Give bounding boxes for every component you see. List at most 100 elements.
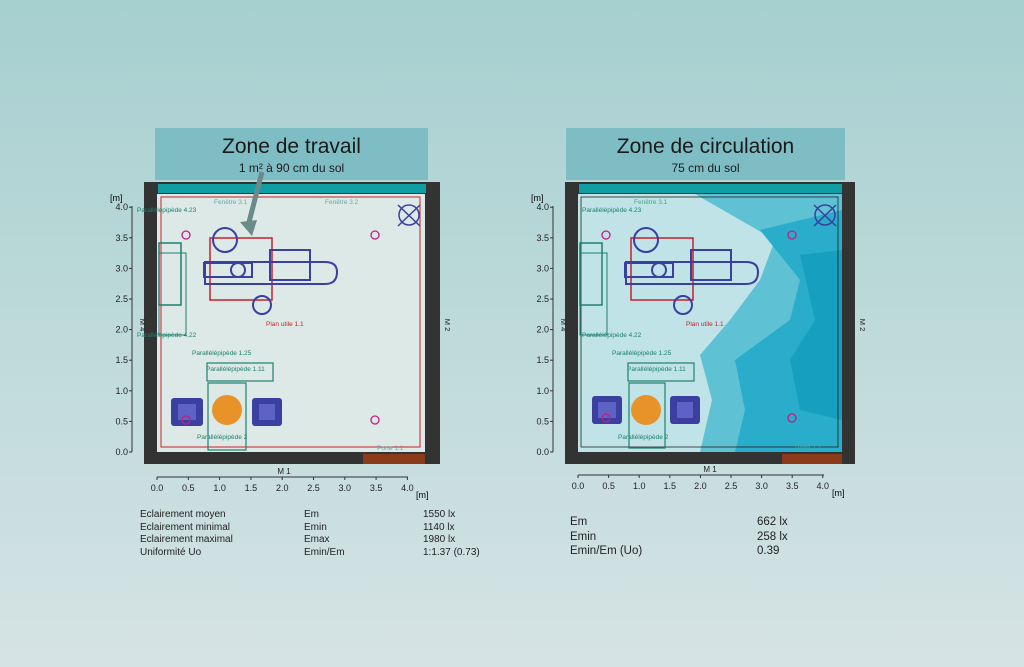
- right-screen: [624, 262, 674, 278]
- right-luminaire-3: [601, 413, 611, 423]
- left-luminaire-2: [370, 230, 380, 240]
- right-x-tick-label: 1.5: [664, 481, 677, 491]
- right-x-tick-label: 0.0: [572, 481, 585, 491]
- right-y-tick-label: 1.5: [536, 355, 549, 365]
- left-stats-row: Uniformité Uo Emin/Em 1:1.37 (0.73): [140, 547, 500, 560]
- left-y-tick-label: 1.0: [115, 386, 128, 396]
- left-y-tick-label: 0.5: [115, 416, 128, 426]
- right-wall-bottom-label: M 1: [703, 465, 717, 474]
- left-useful-plane: [209, 237, 273, 301]
- right-luminaire-2: [787, 230, 797, 240]
- left-y-tick-label: 4.0: [115, 202, 128, 212]
- right-plant-top: [813, 204, 837, 227]
- left-plant-top: [397, 204, 421, 227]
- left-subtitle: 1 m² à 90 cm du sol: [238, 161, 345, 175]
- right-seat-inner-1: [598, 402, 616, 418]
- right-stat-value: 0.39: [757, 545, 780, 557]
- left-stat-value: 1:1.37 (0.73): [423, 546, 480, 558]
- right-wall-left-label: M 4: [559, 319, 568, 332]
- right-y-tick-label: 2.5: [536, 294, 549, 304]
- right-x-tick-label: 1.0: [633, 481, 646, 491]
- right-stat-sym: Emin: [570, 530, 597, 543]
- right-luminaire-4: [787, 413, 797, 423]
- left-door: [363, 454, 425, 464]
- right-x-tick-label: 4.0: [817, 481, 830, 491]
- left-table-4: [207, 382, 247, 451]
- left-stat-value: 1550 lx: [423, 509, 456, 520]
- left-screen: [203, 262, 253, 278]
- left-seating: [171, 398, 282, 426]
- right-workstation: [625, 227, 760, 315]
- right-label-box-2: Parallélépipède 2: [618, 434, 669, 441]
- right-stat-sym: Emin/Em (Uo): [570, 545, 643, 557]
- left-x-tick-label: 2.5: [307, 483, 320, 493]
- right-x-tick-label: 2.5: [725, 481, 738, 491]
- right-seat-inner-2: [677, 402, 693, 418]
- left-label-useful-plane: Plan utile 1.1: [266, 321, 304, 328]
- right-x-tick-label: 2.0: [694, 481, 707, 491]
- right-plan-labels: Parallélépipède 4.23 Parallélépipède 4.2…: [582, 199, 822, 452]
- left-stats-row: Eclairement maximal Emax 1980 lx: [140, 534, 500, 547]
- left-label-box-1-11: Parallélépipède 1.11: [206, 366, 265, 373]
- left-table-1: [158, 242, 182, 306]
- left-seat-inner-1: [178, 404, 196, 420]
- left-y-tick-label: 2.5: [115, 294, 128, 304]
- right-table-2: [579, 252, 608, 336]
- right-x-tick-label: 3.5: [786, 481, 799, 491]
- left-stat-sym: Emax: [304, 534, 330, 545]
- left-x-tick-label: 3.0: [339, 483, 352, 493]
- left-plant-orange: [212, 395, 242, 425]
- left-title: Zone de travail: [222, 135, 361, 158]
- left-y-tick-label: 3.5: [115, 233, 128, 243]
- right-label-window-1: Fenêtre 3.1: [634, 199, 668, 206]
- right-label-box-4-23: Parallélépipède 4.23: [582, 207, 642, 214]
- right-label-door: Porte 1.1: [795, 445, 822, 452]
- right-x-unit: [m]: [832, 488, 845, 498]
- left-x-tick-label: 0.0: [151, 483, 164, 493]
- right-stat-sym: Em: [570, 516, 588, 528]
- left-x-ticks: 0.0 0.5 1.0 1.5 2.0 2.5 3.0 3.5 4.0: [151, 477, 414, 493]
- left-workplane-border: [160, 196, 421, 448]
- right-y-tick-label: 2.0: [536, 325, 549, 335]
- left-x-tick-label: 1.0: [213, 483, 226, 493]
- right-table-1: [579, 242, 603, 306]
- left-pointer-head: [240, 220, 257, 236]
- left-luminaire-1: [181, 230, 191, 240]
- left-x-tick-label: 2.0: [276, 483, 289, 493]
- right-x-tick-label: 3.0: [755, 481, 768, 491]
- right-y-unit: [m]: [531, 193, 544, 203]
- right-title: Zone de circulation: [616, 135, 795, 158]
- left-stats-row: Eclairement minimal Emin 1140 lx: [140, 522, 500, 535]
- left-wall-frame: [144, 182, 440, 464]
- right-stats-row: Em 662 lx: [570, 516, 830, 531]
- right-y-tick-label: 4.0: [536, 202, 549, 212]
- right-y-tick-label: 3.0: [536, 263, 549, 273]
- left-y-tick-label: 0.0: [115, 447, 128, 457]
- left-seat-inner-2: [259, 404, 275, 420]
- right-stats-table: Em 662 lx Emin 258 lx Emin/Em (Uo) 0.39: [570, 516, 830, 560]
- left-label-box-4-23: Parallélépipède 4.23: [137, 207, 197, 214]
- right-stats-row: Emin/Em (Uo) 0.39: [570, 545, 830, 560]
- right-table-4: [628, 382, 666, 449]
- right-stats-row: Emin 258 lx: [570, 531, 830, 546]
- left-stats-row: Eclairement moyen Em 1550 lx: [140, 509, 500, 522]
- left-stat-label: Eclairement maximal: [140, 534, 233, 545]
- right-label-box-1-11: Parallélépipède 1.11: [627, 366, 686, 373]
- left-label-window-2: Fenêtre 3.2: [325, 199, 359, 206]
- left-title-box: Zone de travail 1 m² à 90 cm du sol: [155, 128, 428, 180]
- left-stat-sym: Em: [304, 509, 319, 520]
- right-room-floor: [578, 194, 842, 452]
- left-label-box-2: Parallélépipède 2: [197, 434, 248, 441]
- right-x-ticks: 0.0 0.5 1.0 1.5 2.0 2.5 3.0 3.5 4.0: [572, 475, 829, 491]
- right-seating: [592, 396, 700, 424]
- right-stat-value: 258 lx: [757, 530, 788, 543]
- left-label-box-1-25: Parallélépipède 1.25: [192, 350, 252, 357]
- left-wall-right-label: M 2: [443, 319, 452, 332]
- right-luminaire-1: [601, 230, 611, 240]
- left-workstation: [204, 227, 339, 315]
- right-y-tick-label: 1.0: [536, 386, 549, 396]
- right-workplane-border: [580, 196, 839, 448]
- right-y-tick-label: 0.0: [536, 447, 549, 457]
